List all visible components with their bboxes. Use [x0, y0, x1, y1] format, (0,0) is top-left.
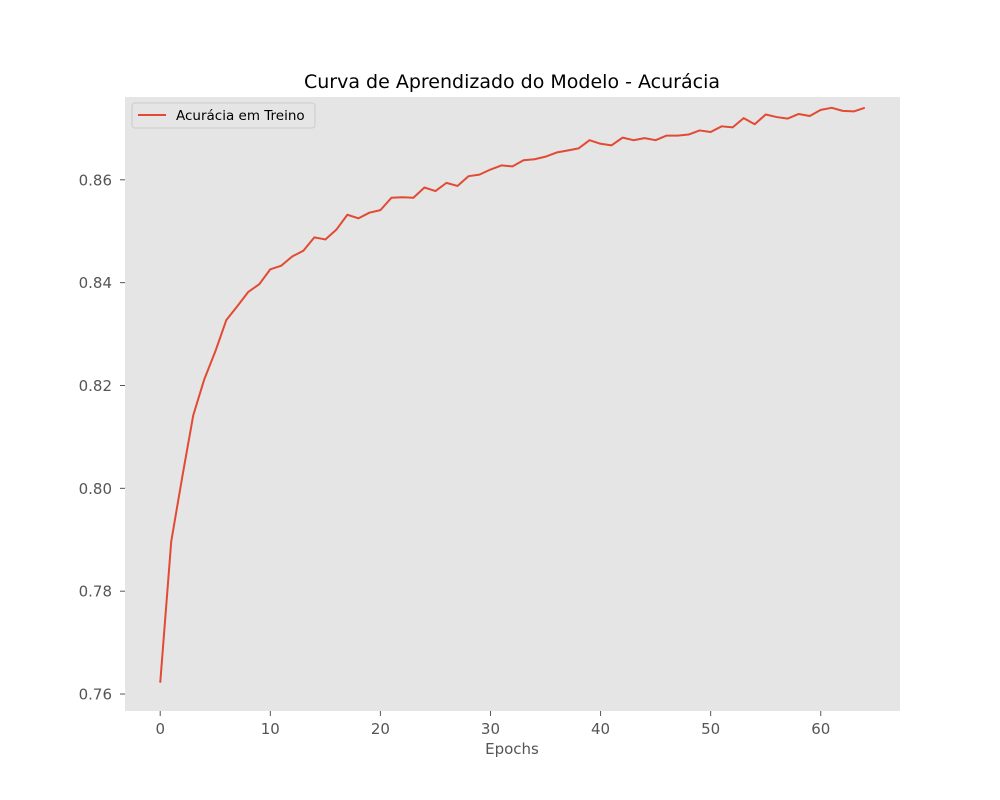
y-axis-ticks: 0.76 0.78 0.80 0.82 0.84 0.86	[79, 171, 125, 704]
y-tick-label: 0.78	[79, 583, 112, 601]
series-line	[159, 106, 866, 683]
plot-area	[125, 97, 900, 711]
x-axis-ticks: 0 10 20 30 40 50 60	[155, 711, 830, 738]
legend-entry-label: Acurácia em Treino	[176, 108, 305, 124]
x-tick-label: 20	[371, 720, 390, 738]
y-tick-label: 0.80	[79, 480, 112, 498]
y-tick-label: 0.82	[79, 377, 112, 395]
y-tick-label: 0.76	[79, 686, 112, 704]
x-tick-label: 0	[155, 720, 165, 738]
chart-title: Curva de Aprendizado do Modelo - Acuráci…	[304, 71, 720, 93]
x-tick-label: 40	[591, 720, 610, 738]
x-tick-label: 10	[261, 720, 280, 738]
y-tick-label: 0.86	[79, 171, 112, 189]
legend: Acurácia em Treino	[131, 102, 316, 129]
series-layer	[159, 106, 866, 683]
x-tick-label: 50	[701, 720, 720, 738]
y-tick-label: 0.84	[79, 274, 112, 292]
x-axis-label: Epochs	[485, 740, 539, 758]
x-tick-label: 30	[481, 720, 500, 738]
x-tick-label: 60	[811, 720, 830, 738]
legend-box	[131, 102, 316, 129]
